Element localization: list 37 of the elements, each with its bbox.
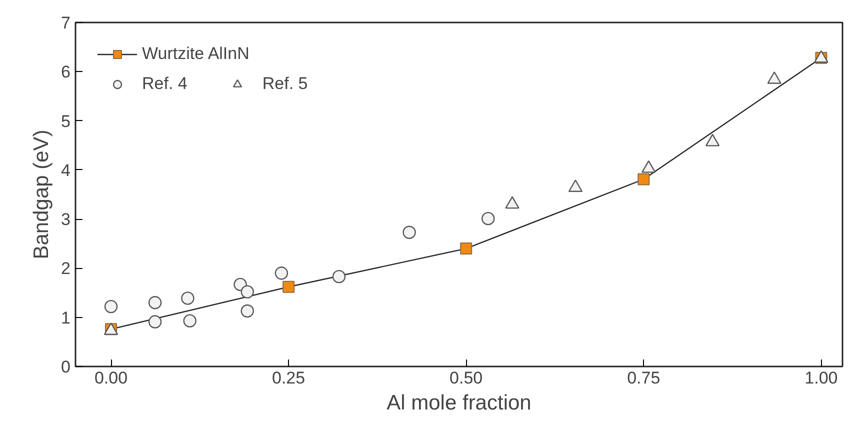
point [460, 242, 472, 255]
point [482, 212, 495, 226]
point [104, 300, 118, 314]
point [282, 280, 295, 293]
y-tick-label: 3 [61, 210, 71, 230]
point [240, 304, 254, 318]
y-tick-label: 7 [61, 14, 71, 32]
x-tick-label: 0.75 [627, 368, 660, 388]
point [767, 71, 782, 84]
point [181, 292, 194, 305]
point [183, 314, 196, 328]
point [642, 160, 656, 173]
x-tick-label: 0.25 [272, 368, 306, 388]
legend-label: Wurtzite AlInN [142, 44, 250, 64]
y-tick-label: 4 [61, 160, 71, 180]
point [148, 296, 162, 310]
point [274, 266, 288, 280]
point [240, 285, 254, 298]
y-tick-label: 0 [61, 358, 71, 376]
x-tick-label: 0.00 [94, 368, 128, 388]
point [505, 196, 520, 209]
point [638, 173, 650, 186]
point [568, 180, 583, 192]
point [332, 270, 346, 284]
point [705, 134, 720, 146]
y-tick-label: 1 [61, 308, 71, 328]
point [402, 226, 416, 239]
y-tick-label: 5 [61, 112, 71, 131]
point [148, 315, 162, 328]
x-tick-label: 1.00 [804, 368, 838, 388]
legend-label: Ref. 5 [262, 74, 308, 94]
y-axis-title: Bandgap (eV) [30, 130, 54, 260]
x-axis-title: Al mole fraction [386, 392, 532, 414]
legend-label: Ref. 4 [142, 74, 188, 94]
y-tick-label: 2 [61, 259, 71, 278]
x-tick-label: 0.50 [450, 368, 483, 388]
y-tick-label: 6 [61, 62, 71, 82]
